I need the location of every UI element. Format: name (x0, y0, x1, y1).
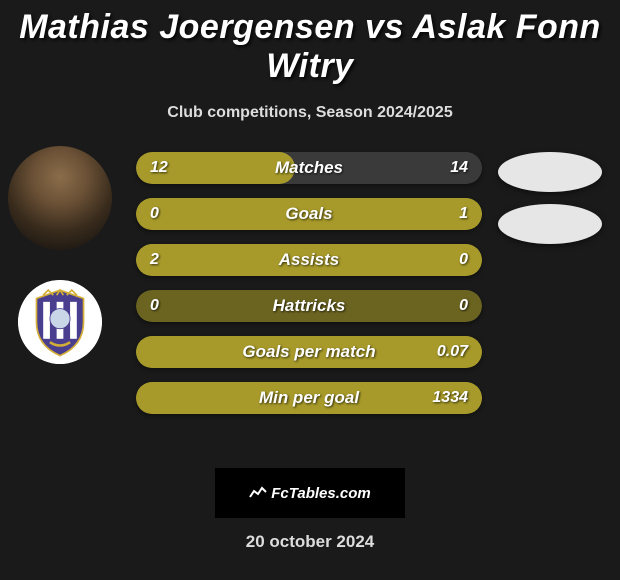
bar-label: Assists (136, 244, 482, 276)
page-title: Mathias Joergensen vs Aslak Fonn Witry (0, 0, 620, 86)
stat-bar-row: Hattricks0 0 (136, 290, 482, 322)
page-subtitle: Club competitions, Season 2024/2025 (0, 104, 620, 122)
stat-bar-row: Assists2 0 (136, 244, 482, 276)
stat-bar-row: Min per goal1334 (136, 382, 482, 414)
player1-avatar (8, 146, 112, 250)
bar-value-right: 0 (459, 290, 468, 322)
bar-value-left: 12 (150, 152, 168, 184)
bar-value-left: 0 (150, 290, 159, 322)
bar-label: Matches (136, 152, 482, 184)
bar-value-right: 14 (450, 152, 468, 184)
watermark: FcTables.com (215, 468, 405, 518)
player2-avatar (498, 152, 602, 192)
stat-bars: Matches1214Goals01Assists20Hattricks00Go… (136, 152, 482, 428)
chart-icon (249, 485, 267, 502)
club-crest-icon (18, 280, 102, 364)
bar-label: Min per goal (136, 382, 482, 414)
stat-bar-row: Matches12 14 (136, 152, 482, 184)
bar-value-right: 1334 (432, 382, 468, 414)
player2-club-badge (498, 204, 602, 244)
stat-bar-row: Goals per match0.07 (136, 336, 482, 368)
bar-value-left: 0 (150, 198, 159, 230)
bar-value-right: 1 (459, 198, 468, 230)
bar-label: Goals per match (136, 336, 482, 368)
stat-bar-row: Goals0 1 (136, 198, 482, 230)
bar-value-right: 0 (459, 244, 468, 276)
bar-value-left: 2 (150, 244, 159, 276)
comparison-panel: Matches1214Goals01Assists20Hattricks00Go… (0, 152, 620, 452)
watermark-text: FcTables.com (271, 485, 370, 502)
bar-value-right: 0.07 (437, 336, 468, 368)
bar-label: Goals (136, 198, 482, 230)
player1-club-badge (18, 280, 102, 364)
bar-label: Hattricks (136, 290, 482, 322)
date-text: 20 october 2024 (0, 532, 620, 552)
